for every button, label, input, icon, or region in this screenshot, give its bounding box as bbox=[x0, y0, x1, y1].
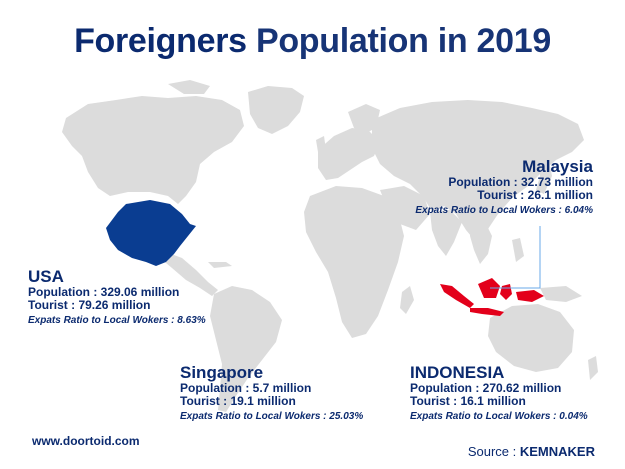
indonesia-card: INDONESIA Population : 270.62 million To… bbox=[410, 364, 610, 423]
source-name: KEMNAKER bbox=[519, 444, 595, 459]
new-zealand bbox=[588, 356, 598, 380]
usa-tourist: Tourist : 79.26 million bbox=[28, 298, 151, 312]
india bbox=[430, 210, 462, 256]
new-guinea bbox=[540, 286, 582, 302]
papua bbox=[516, 290, 544, 302]
singapore-tourist: Tourist : 19.1 million bbox=[180, 394, 296, 408]
singapore-name: Singapore bbox=[180, 363, 264, 382]
sulawesi bbox=[500, 284, 512, 300]
land-masses bbox=[62, 80, 598, 412]
java bbox=[470, 308, 504, 316]
australia bbox=[488, 304, 574, 372]
arctic-islands bbox=[168, 80, 210, 94]
south-america bbox=[210, 286, 282, 412]
malaysia-ratio: Expats Ratio to Local Wokers : 6.04% bbox=[415, 205, 593, 216]
page-title: Foreigners Population in 2019 bbox=[0, 22, 625, 61]
north-america-north bbox=[62, 96, 244, 204]
website-link[interactable]: www.doortoid.com bbox=[32, 434, 140, 448]
malaysia-population: Population : 32.73 million bbox=[448, 175, 593, 189]
sumatra bbox=[440, 284, 474, 308]
singapore-card: Singapore Population : 5.7 million Touri… bbox=[180, 364, 390, 423]
asia bbox=[372, 100, 584, 242]
greenland bbox=[248, 86, 304, 134]
malaysia-tourist: Tourist : 26.1 million bbox=[477, 188, 593, 202]
southeast-asia bbox=[470, 220, 492, 264]
malaysia-card: Malaysia Population : 32.73 million Tour… bbox=[363, 158, 593, 217]
europe bbox=[318, 128, 380, 180]
indonesia-ratio: Expats Ratio to Local Wokers : 0.04% bbox=[410, 411, 588, 422]
malaysia-leader-line bbox=[490, 226, 541, 289]
singapore-ratio: Expats Ratio to Local Wokers : 25.03% bbox=[180, 411, 364, 422]
title-rest: Population in 2019 bbox=[255, 22, 551, 60]
usa-ratio: Expats Ratio to Local Wokers : 8.63% bbox=[28, 315, 206, 326]
usa-highlight bbox=[106, 200, 196, 266]
africa bbox=[304, 186, 404, 338]
indonesia-name: INDONESIA bbox=[410, 363, 505, 382]
central-america bbox=[150, 250, 218, 296]
source-label: Source : bbox=[467, 444, 517, 459]
borneo bbox=[478, 278, 500, 298]
philippines bbox=[512, 238, 524, 262]
middle-east bbox=[380, 186, 430, 230]
indonesia-highlight bbox=[440, 278, 544, 316]
malaysia-name: Malaysia bbox=[522, 157, 593, 176]
source-credit: Source : KEMNAKER bbox=[468, 444, 595, 459]
title-bold: Foreigners bbox=[74, 22, 247, 60]
singapore-population: Population : 5.7 million bbox=[180, 381, 312, 395]
indonesia-population: Population : 270.62 million bbox=[410, 381, 562, 395]
usa-card: USA Population : 329.06 million Tourist … bbox=[28, 268, 248, 327]
usa-population: Population : 329.06 million bbox=[28, 285, 180, 299]
usa-name: USA bbox=[28, 267, 64, 286]
indonesia-tourist: Tourist : 16.1 million bbox=[410, 394, 526, 408]
madagascar bbox=[400, 286, 414, 314]
uk bbox=[316, 136, 326, 152]
japan bbox=[536, 156, 552, 194]
caribbean bbox=[208, 262, 232, 268]
